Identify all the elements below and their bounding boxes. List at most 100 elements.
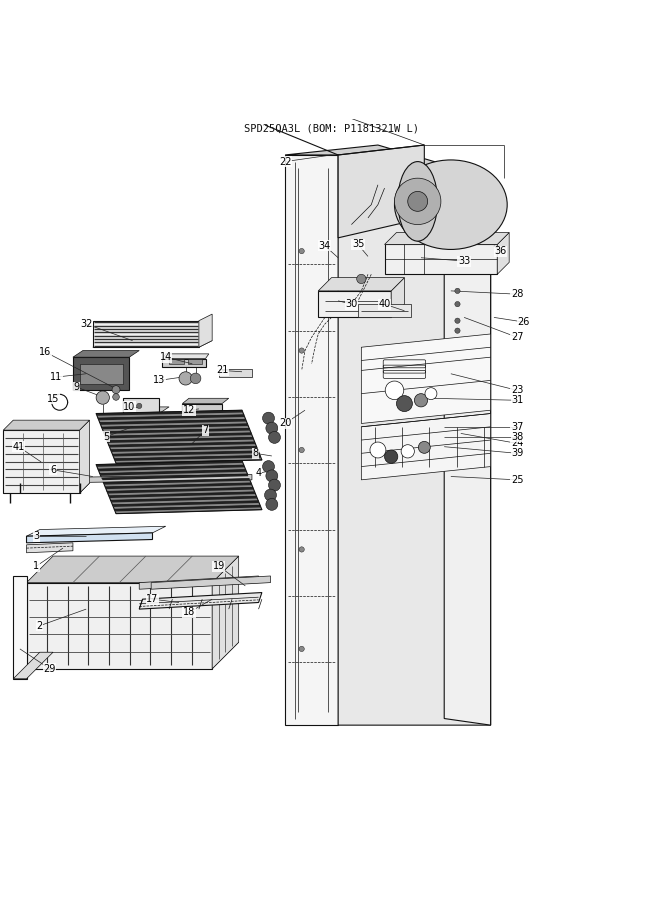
Text: 27: 27 [511, 332, 523, 342]
Circle shape [127, 403, 132, 409]
Circle shape [52, 394, 68, 410]
Polygon shape [101, 474, 249, 481]
Text: 31: 31 [511, 395, 523, 405]
Polygon shape [96, 461, 262, 514]
Text: 29: 29 [44, 664, 56, 674]
Polygon shape [98, 415, 245, 420]
Polygon shape [199, 314, 212, 347]
Polygon shape [219, 369, 252, 377]
Polygon shape [103, 428, 250, 434]
Polygon shape [385, 245, 497, 274]
Circle shape [455, 328, 460, 333]
Text: 12: 12 [183, 405, 195, 415]
Circle shape [179, 372, 192, 385]
Text: 10: 10 [123, 402, 135, 412]
Polygon shape [80, 364, 123, 383]
Text: 7: 7 [202, 425, 209, 435]
Polygon shape [151, 576, 271, 590]
Text: 6: 6 [50, 465, 56, 475]
Polygon shape [98, 465, 245, 472]
Polygon shape [27, 643, 239, 669]
Circle shape [425, 388, 437, 400]
Circle shape [408, 192, 428, 211]
Polygon shape [318, 291, 391, 318]
Text: 3: 3 [33, 531, 40, 541]
Polygon shape [114, 455, 261, 461]
Text: 25: 25 [511, 475, 523, 485]
Text: 36: 36 [495, 246, 507, 256]
Circle shape [414, 393, 428, 407]
Circle shape [370, 442, 386, 458]
Ellipse shape [394, 160, 507, 249]
Circle shape [266, 470, 278, 482]
Circle shape [385, 450, 398, 464]
Circle shape [299, 248, 304, 254]
Polygon shape [96, 410, 243, 416]
Polygon shape [73, 357, 129, 391]
Polygon shape [162, 358, 206, 367]
Polygon shape [391, 277, 404, 318]
Text: 37: 37 [511, 422, 523, 432]
Polygon shape [113, 500, 259, 507]
Polygon shape [27, 543, 73, 553]
Polygon shape [358, 304, 411, 318]
Circle shape [455, 318, 460, 323]
Circle shape [96, 391, 109, 404]
Polygon shape [93, 320, 199, 347]
Circle shape [299, 547, 304, 552]
Ellipse shape [398, 162, 438, 241]
Circle shape [265, 489, 276, 501]
Circle shape [263, 412, 274, 424]
Polygon shape [93, 340, 212, 347]
Circle shape [401, 445, 414, 458]
Polygon shape [105, 433, 252, 438]
Polygon shape [182, 403, 222, 413]
Circle shape [190, 374, 201, 383]
Polygon shape [109, 491, 255, 498]
Circle shape [455, 288, 460, 293]
Text: 38: 38 [511, 432, 523, 442]
Text: 8: 8 [252, 448, 259, 458]
Polygon shape [3, 483, 90, 493]
Circle shape [112, 386, 120, 393]
Circle shape [394, 178, 441, 225]
Text: 21: 21 [216, 365, 228, 375]
Polygon shape [99, 470, 247, 476]
Polygon shape [139, 576, 259, 590]
Text: 1: 1 [33, 561, 40, 571]
Polygon shape [80, 420, 90, 493]
Polygon shape [99, 419, 247, 425]
Circle shape [269, 431, 280, 444]
Polygon shape [13, 576, 27, 679]
Polygon shape [3, 430, 80, 493]
Polygon shape [109, 442, 255, 447]
Circle shape [266, 499, 278, 510]
Text: 22: 22 [279, 157, 291, 166]
Circle shape [263, 461, 274, 472]
Polygon shape [114, 505, 261, 511]
Polygon shape [338, 145, 424, 238]
Circle shape [385, 381, 404, 400]
Polygon shape [169, 359, 184, 364]
Text: 23: 23 [511, 385, 523, 395]
Text: 11: 11 [50, 372, 62, 382]
Polygon shape [123, 407, 169, 413]
Polygon shape [111, 496, 257, 502]
Polygon shape [182, 399, 229, 403]
Text: 15: 15 [47, 394, 59, 404]
Polygon shape [96, 461, 243, 467]
Polygon shape [107, 437, 254, 443]
Circle shape [418, 441, 430, 454]
Text: 32: 32 [80, 319, 92, 329]
Text: 19: 19 [213, 561, 225, 571]
Polygon shape [111, 446, 257, 452]
Circle shape [299, 348, 304, 353]
Circle shape [269, 479, 280, 491]
Circle shape [266, 422, 278, 434]
Text: 4: 4 [255, 468, 262, 478]
Polygon shape [101, 424, 249, 429]
Polygon shape [318, 277, 404, 291]
Polygon shape [212, 556, 239, 669]
Text: 5: 5 [103, 432, 109, 442]
Text: 17: 17 [147, 594, 158, 604]
